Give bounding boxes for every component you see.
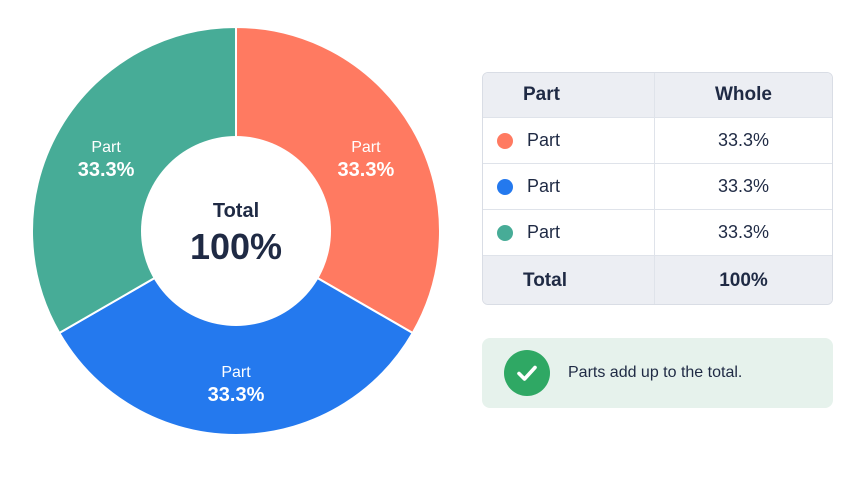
table-row: Part 33.3% [483, 117, 832, 163]
row-part-cell: Part [483, 118, 655, 163]
row-whole-value: 33.3% [717, 176, 770, 196]
checkmark-icon [517, 365, 537, 381]
legend-dot [497, 132, 513, 149]
slice-category-label: Part [221, 364, 251, 381]
slice-category-label: Part [351, 139, 381, 156]
slice-value-label: 33.3% [208, 384, 265, 406]
total-value: 100% [719, 269, 768, 291]
note-text: Parts add up to the total. [568, 364, 743, 381]
header-whole: Whole [715, 84, 772, 105]
table-row: Part 33.3% [483, 163, 832, 209]
row-whole-value: 33.3% [717, 222, 770, 242]
legend-dot [497, 178, 513, 195]
donut-chart: Part 33.3% Part 33.3% Part 33.3% Total 100% [31, 25, 441, 436]
parts-table: Part Whole Part 33.3% Part 33.3% Part 33… [482, 72, 833, 305]
row-part-label: Part [527, 130, 561, 150]
slice-value-label: 33.3% [78, 159, 135, 181]
row-part-cell: Part [483, 164, 655, 209]
slice-category-label: Part [91, 139, 121, 156]
table-total-row: Total 100% [483, 255, 832, 304]
donut-hole [141, 136, 331, 326]
check-circle-icon [504, 350, 550, 396]
table-header-row: Part Whole [483, 73, 832, 117]
row-part-cell: Part [483, 210, 655, 255]
row-whole-value: 33.3% [717, 130, 770, 150]
slice-value-label: 33.3% [338, 159, 395, 181]
table-row: Part 33.3% [483, 209, 832, 255]
row-part-label: Part [527, 176, 561, 196]
legend-dot [497, 224, 513, 241]
donut-slice [57, 229, 415, 436]
header-part: Part [483, 73, 655, 117]
center-value: 100% [190, 226, 282, 267]
row-part-label: Part [527, 222, 561, 242]
sum-check-note: Parts add up to the total. [482, 338, 833, 408]
center-title: Total [213, 200, 259, 222]
slice-labels: Part 33.3% Part 33.3% Part 33.3% [78, 139, 395, 406]
total-label: Total [483, 256, 655, 304]
